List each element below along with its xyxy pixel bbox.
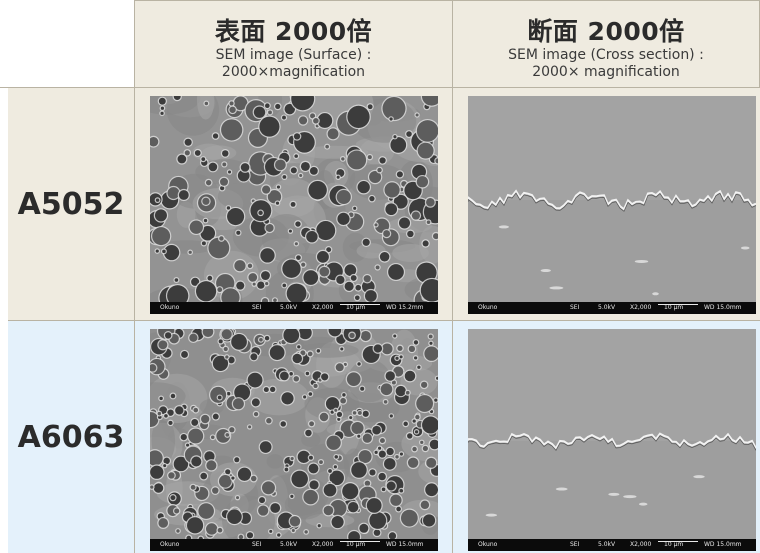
sem-databar: Okuno SEI 5.0kV X2,000 10 µm WD 15.0mm xyxy=(468,539,756,551)
sem-databar: Okuno SEI 5.0kV X2,000 10 µm WD 15.2mm xyxy=(150,302,438,314)
row-label-a6063: A6063 xyxy=(8,321,135,553)
sem-operator: Okuno xyxy=(160,304,180,311)
column-subtitle-line2: 2000× magnification xyxy=(532,64,680,80)
sem-detector: SEI xyxy=(570,541,580,548)
sem-operator: Okuno xyxy=(478,304,498,311)
sem-image-cross-section: Okuno SEI 5.0kV X2,000 10 µm WD 15.0mm xyxy=(468,96,756,314)
sem-magnification: X2,000 xyxy=(312,541,334,548)
sem-scale-bar xyxy=(658,304,698,305)
column-title: 断面 2000倍 xyxy=(527,17,685,46)
column-subtitle-line2: 2000×magnification xyxy=(221,64,366,80)
row-label-a5052: A5052 xyxy=(8,88,135,321)
sem-surface-texture xyxy=(150,96,438,302)
sem-detector: SEI xyxy=(252,304,262,311)
column-header-surface: 表面 2000倍 SEM image (Surface) : 2000×magn… xyxy=(135,0,453,88)
sem-magnification: X2,000 xyxy=(630,304,652,311)
corner-blank xyxy=(0,0,135,88)
sem-working-distance: WD 15.0mm xyxy=(704,304,742,311)
sem-voltage: 5.0kV xyxy=(280,304,298,311)
column-subtitle-line1: SEM image (Surface) : xyxy=(215,47,372,63)
cell-a6063-surface: Okuno SEI 5.0kV X2,000 10 µm WD 15.0mm xyxy=(135,321,453,553)
sem-image-cross-section: Okuno SEI 5.0kV X2,000 10 µm WD 15.0mm xyxy=(468,329,756,551)
sem-voltage: 5.0kV xyxy=(598,541,616,548)
sem-detector: SEI xyxy=(570,304,580,311)
sem-databar: Okuno SEI 5.0kV X2,000 10 µm WD 15.0mm xyxy=(150,539,438,551)
sem-scale-label: 10 µm xyxy=(664,541,684,548)
sem-scale-label: 10 µm xyxy=(346,541,366,548)
row-label-text: A6063 xyxy=(17,419,125,455)
column-subtitle: SEM image (Surface) : 2000×magnification xyxy=(135,47,452,81)
column-subtitle-line1: SEM image (Cross section) : xyxy=(508,47,704,63)
sem-magnification: X2,000 xyxy=(312,304,334,311)
sem-operator: Okuno xyxy=(478,541,498,548)
sem-image-surface: Okuno SEI 5.0kV X2,000 10 µm WD 15.2mm xyxy=(150,96,438,314)
sem-scale-bar xyxy=(658,541,698,542)
sem-operator: Okuno xyxy=(160,541,180,548)
cell-a6063-cross-section: Okuno SEI 5.0kV X2,000 10 µm WD 15.0mm xyxy=(453,321,760,553)
sem-scale-bar xyxy=(340,541,380,542)
sem-voltage: 5.0kV xyxy=(598,304,616,311)
sem-image-surface: Okuno SEI 5.0kV X2,000 10 µm WD 15.0mm xyxy=(150,329,438,551)
cell-a5052-cross-section: Okuno SEI 5.0kV X2,000 10 µm WD 15.0mm xyxy=(453,88,760,321)
column-header-cross-section: 断面 2000倍 SEM image (Cross section) : 200… xyxy=(453,0,760,88)
sem-scale-bar xyxy=(340,304,380,305)
sem-working-distance: WD 15.0mm xyxy=(704,541,742,548)
sem-working-distance: WD 15.2mm xyxy=(386,304,424,311)
sem-voltage: 5.0kV xyxy=(280,541,298,548)
sem-detector: SEI xyxy=(252,541,262,548)
sem-surface-texture xyxy=(150,329,438,539)
sem-cross-section-texture xyxy=(468,329,756,539)
row-label-text: A5052 xyxy=(17,186,125,222)
sem-cross-section-texture xyxy=(468,96,756,302)
sem-databar: Okuno SEI 5.0kV X2,000 10 µm WD 15.0mm xyxy=(468,302,756,314)
sem-magnification: X2,000 xyxy=(630,541,652,548)
sem-scale-label: 10 µm xyxy=(346,304,366,311)
sem-scale-label: 10 µm xyxy=(664,304,684,311)
sem-working-distance: WD 15.0mm xyxy=(386,541,424,548)
column-subtitle: SEM image (Cross section) : 2000× magnif… xyxy=(453,47,759,81)
column-title: 表面 2000倍 xyxy=(214,17,373,46)
cell-a5052-surface: Okuno SEI 5.0kV X2,000 10 µm WD 15.2mm xyxy=(135,88,453,321)
